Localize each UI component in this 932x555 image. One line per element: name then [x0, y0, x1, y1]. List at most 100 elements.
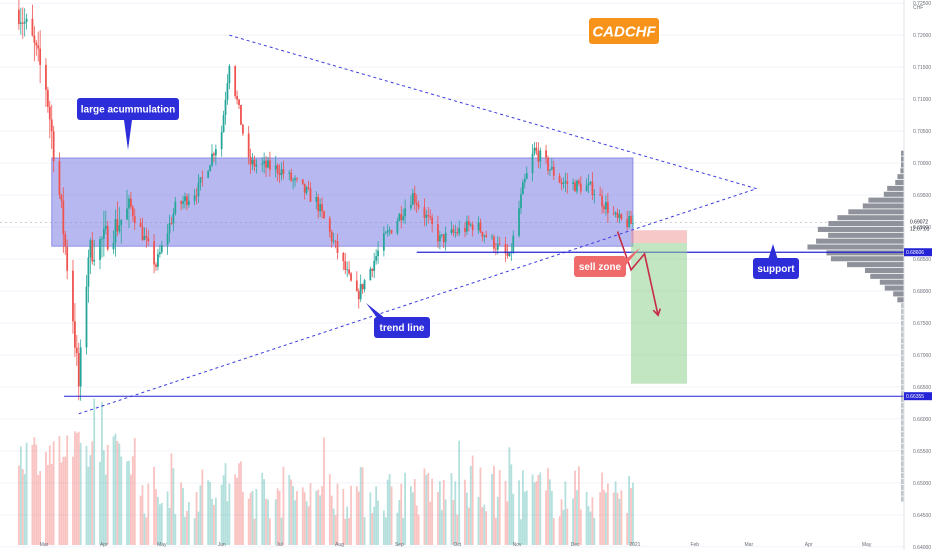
volume-bars: [17, 398, 634, 545]
volume-bar: [577, 466, 580, 545]
candle-body: [440, 234, 443, 236]
candle-body: [211, 153, 213, 166]
current-price-label: 0.69072: [910, 219, 928, 225]
support-callout-label: support: [757, 264, 795, 275]
volume-bar: [241, 491, 244, 545]
volume-profile-row: [901, 484, 904, 490]
candlesticks: [17, 0, 634, 401]
candle-body: [253, 159, 256, 167]
candle-body: [386, 230, 389, 233]
candle-body: [491, 236, 493, 238]
candle-body: [33, 35, 36, 43]
volume-bar: [269, 518, 271, 545]
volume-profile-row: [901, 490, 904, 496]
candle-body: [39, 48, 42, 65]
volume-bar: [48, 445, 51, 545]
support-callout: support: [753, 244, 799, 279]
candle-body: [280, 169, 283, 176]
volume-profile-row: [864, 267, 904, 274]
candle-body: [425, 214, 428, 218]
volume-bar: [158, 504, 161, 545]
candle-body: [133, 216, 136, 224]
volume-profile-row: [901, 402, 904, 408]
volume-bar: [185, 510, 188, 545]
volume-profile-row: [901, 449, 904, 455]
candle-body: [612, 213, 615, 215]
volume-bar: [348, 518, 351, 545]
volume-bar: [91, 441, 94, 545]
time-tick-label: Apr: [100, 542, 108, 548]
candle-body: [593, 194, 596, 196]
volume-profile-row: [901, 408, 904, 414]
candle-body: [247, 133, 250, 158]
candle-body: [471, 224, 474, 231]
candle-body: [496, 243, 499, 250]
candle-body: [605, 202, 607, 210]
volume-profile-row: [887, 185, 904, 191]
volume-bar: [566, 508, 569, 545]
volume-bar: [359, 467, 362, 545]
volume-bar: [153, 466, 155, 545]
volume-profile-row: [862, 203, 904, 209]
candle-body: [172, 213, 175, 224]
volume-bar: [141, 485, 144, 545]
volume-bar: [118, 443, 121, 545]
volume-bar: [576, 490, 578, 545]
time-tick-label: Aug: [335, 542, 344, 548]
volume-bar: [336, 483, 339, 545]
volume-bar: [549, 479, 551, 545]
volume-bar: [35, 444, 38, 545]
volume-bar: [471, 455, 474, 545]
volume-bar: [247, 498, 250, 545]
candle-body: [493, 236, 495, 249]
volume-bar: [493, 465, 495, 545]
trend-callout-box: [374, 317, 430, 338]
candle-body: [587, 183, 590, 186]
sell-callout-pointer: [622, 248, 640, 270]
volume-bar: [614, 481, 617, 545]
volume-bar: [315, 490, 318, 545]
volume-profile-row: [816, 238, 904, 244]
candle-body: [199, 177, 202, 183]
candle-body: [411, 193, 414, 205]
candle-body: [292, 180, 295, 181]
price-tick-label: 0.70000: [913, 161, 931, 167]
volume-bar: [101, 402, 103, 545]
volume-bar: [147, 483, 150, 545]
candle-body: [494, 248, 497, 250]
volume-bar: [510, 464, 513, 545]
volume-bar: [371, 513, 374, 545]
volume-bar: [523, 491, 526, 545]
candle-body: [62, 200, 65, 235]
time-tick-label: Jun: [218, 542, 226, 548]
volume-bar: [193, 518, 196, 545]
volume-bar: [431, 478, 434, 545]
candle-body: [201, 177, 204, 179]
candle-body: [620, 214, 623, 220]
volume-bar: [213, 504, 215, 545]
candle-body: [241, 124, 244, 134]
volume-bar: [384, 517, 387, 545]
volume-profile-row: [901, 344, 904, 350]
candle-body: [485, 235, 488, 237]
volume-bar: [170, 453, 173, 545]
candle-body: [102, 228, 105, 239]
candle-body: [558, 175, 561, 183]
candle-body: [429, 216, 432, 218]
candle-body: [564, 181, 567, 183]
candle-body: [238, 99, 240, 105]
candle-body: [274, 165, 277, 170]
volume-bar: [535, 481, 538, 545]
volume-bar: [628, 475, 631, 545]
volume-bar: [172, 468, 175, 545]
volume-bar: [601, 472, 603, 545]
volume-bar: [437, 491, 439, 545]
volume-bar: [37, 474, 40, 545]
candle-body: [396, 220, 399, 234]
volume-bar: [386, 479, 389, 545]
volume-bar: [450, 473, 453, 545]
candle-body: [330, 231, 333, 242]
candle-body: [45, 64, 47, 91]
candle-body: [415, 202, 418, 205]
